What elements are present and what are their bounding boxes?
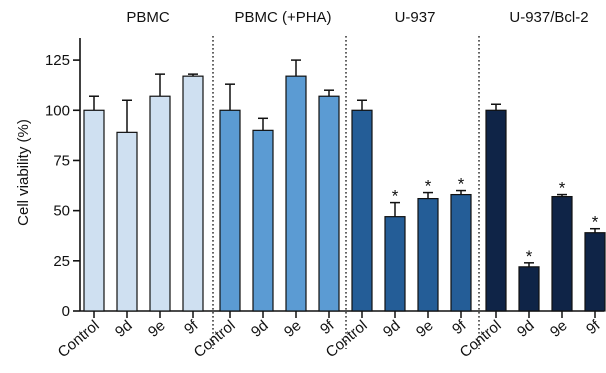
category-label: 9d — [380, 317, 404, 341]
bar — [219, 109, 241, 312]
y-tick-label: 25 — [53, 253, 70, 270]
category-label: 9e — [547, 317, 571, 341]
category-label: 9d — [514, 317, 538, 341]
category-label: 9e — [413, 317, 437, 341]
group-title: U-937/Bcl-2 — [509, 9, 588, 26]
bar — [149, 95, 171, 312]
y-tick-label: 75 — [53, 152, 70, 169]
bar — [252, 129, 274, 312]
category-label: 9f — [181, 317, 202, 339]
category-label: 9d — [248, 317, 272, 341]
y-tick-label: 100 — [45, 102, 70, 119]
bar — [485, 109, 507, 312]
bar — [518, 266, 540, 312]
category-label: 9d — [112, 317, 136, 341]
category-label: 9f — [317, 317, 338, 339]
bar — [116, 131, 138, 312]
y-tick-label: 50 — [53, 203, 70, 220]
y-axis-label: Cell viability (%) — [15, 119, 32, 226]
bar — [83, 109, 105, 312]
bar — [351, 109, 373, 312]
significance-marker: * — [526, 247, 533, 266]
bar — [384, 216, 406, 312]
group-title: PBMC (+PHA) — [234, 9, 331, 26]
significance-marker: * — [559, 179, 566, 198]
category-label: Control — [55, 317, 103, 361]
bar — [450, 193, 472, 312]
bar — [551, 195, 573, 312]
bar — [318, 95, 340, 312]
bar — [285, 75, 307, 312]
category-label: 9e — [145, 317, 169, 341]
group-title: PBMC — [126, 9, 170, 26]
bar — [417, 197, 439, 312]
category-label: 9f — [449, 317, 470, 339]
bar — [182, 75, 204, 312]
category-label: Control — [191, 317, 239, 361]
significance-marker: * — [425, 177, 432, 196]
group-title: U-937 — [395, 9, 436, 26]
significance-marker: * — [392, 187, 399, 206]
significance-marker: * — [458, 175, 465, 194]
y-tick-label: 0 — [62, 303, 70, 320]
y-tick-label: 125 — [45, 52, 70, 69]
category-label: 9f — [583, 317, 604, 339]
significance-marker: * — [592, 213, 599, 232]
category-label: 9e — [281, 317, 305, 341]
bar — [584, 232, 606, 312]
